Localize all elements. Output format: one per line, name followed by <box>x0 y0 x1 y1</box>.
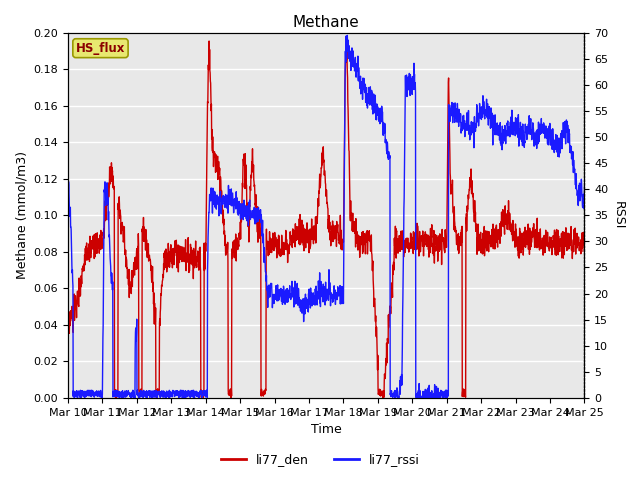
X-axis label: Time: Time <box>311 423 342 436</box>
Text: HS_flux: HS_flux <box>76 42 125 55</box>
li77_rssi <box>580 183 588 189</box>
li77_den <box>205 38 213 44</box>
li77_den <box>64 314 72 320</box>
li77_rssi <box>566 150 573 156</box>
li77_rssi <box>316 293 323 299</box>
li77_den <box>472 216 479 222</box>
li77_den <box>580 249 588 255</box>
li77_rssi <box>472 121 479 127</box>
li77_den <box>566 242 574 248</box>
li77_rssi <box>302 305 310 311</box>
li77_den <box>379 395 387 401</box>
li77_rssi <box>64 189 72 195</box>
Line: li77_rssi: li77_rssi <box>68 36 584 398</box>
Y-axis label: Methane (mmol/m3): Methane (mmol/m3) <box>15 151 28 279</box>
li77_rssi <box>98 395 106 401</box>
Title: Methane: Methane <box>293 15 360 30</box>
li77_rssi <box>566 143 574 148</box>
li77_rssi <box>90 394 98 400</box>
Y-axis label: RSSI: RSSI <box>612 201 625 229</box>
li77_den <box>90 255 98 261</box>
Line: li77_den: li77_den <box>68 41 584 398</box>
Legend: li77_den, li77_rssi: li77_den, li77_rssi <box>216 448 424 471</box>
li77_den <box>316 179 323 185</box>
li77_rssi <box>344 33 351 38</box>
li77_den <box>566 237 573 242</box>
li77_den <box>302 245 310 251</box>
